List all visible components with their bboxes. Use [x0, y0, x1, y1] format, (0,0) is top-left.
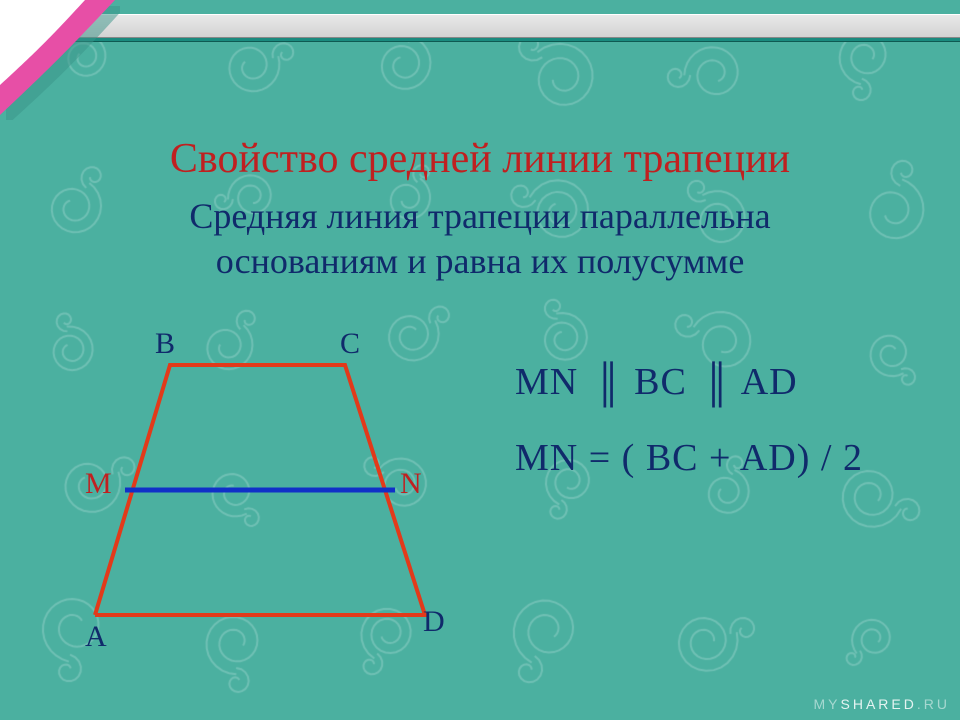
vertex-label-b: B: [155, 327, 175, 361]
midpoint-label-m: M: [85, 467, 112, 501]
midpoint-label-n: N: [400, 467, 422, 501]
watermark: MYSHARED.RU: [814, 696, 950, 712]
parallel-symbol-1: ║: [595, 362, 618, 406]
vertex-label-c: C: [340, 327, 360, 361]
top-bar-teal: [0, 38, 960, 41]
vertex-label-a: A: [85, 620, 107, 654]
subtitle-line-1: Средняя линия трапеции параллельна: [0, 195, 960, 237]
watermark-my: MY: [814, 696, 841, 712]
watermark-shared: SHARED: [841, 696, 917, 712]
formula-ad: AD: [741, 361, 798, 403]
midline-length-formula: MN = ( BC + AD) / 2: [515, 436, 935, 480]
formula-mn: MN: [515, 361, 578, 403]
trapezoid-diagram: A B C D M N: [55, 315, 475, 645]
subtitle-line-2: основаниям и равна их полусумме: [0, 240, 960, 282]
top-bar: [0, 14, 960, 44]
vertex-label-d: D: [423, 605, 445, 639]
slide-title: Свойство средней линии трапеции: [0, 135, 960, 183]
corner-fold-icon: [0, 0, 120, 120]
slide: Свойство средней линии трапеции Средняя …: [0, 0, 960, 720]
watermark-ru: .RU: [917, 696, 950, 712]
parallel-symbol-2: ║: [703, 362, 726, 406]
formula-block: MN ║ BC ║ AD MN = ( BC + AD) / 2: [515, 360, 935, 480]
formula-bc: BC: [634, 361, 687, 403]
parallel-statement: MN ║ BC ║ AD: [515, 360, 935, 406]
top-bar-gray: [0, 14, 960, 39]
